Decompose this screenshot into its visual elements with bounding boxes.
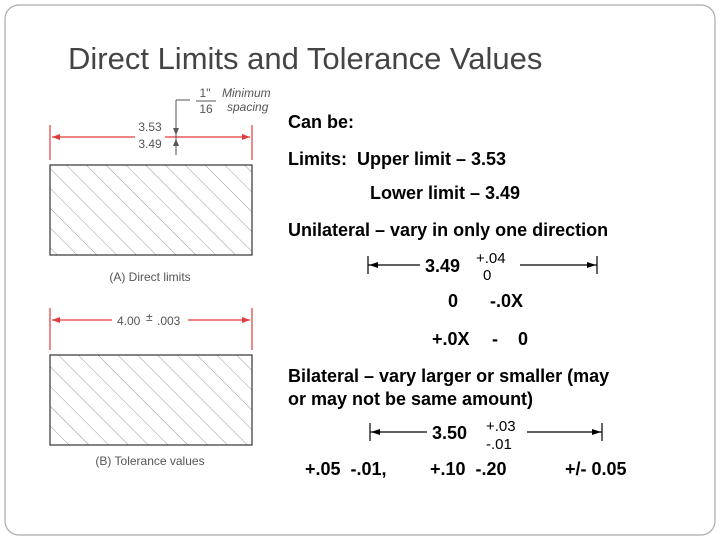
figure-b: 4.00 ± .003 (B) Tolerance values [49, 308, 253, 468]
text-line: Bilateral – vary larger or smaller (may [288, 366, 609, 386]
dimension: 4.00 [117, 314, 141, 328]
spacing-numerator: 1" [200, 86, 211, 100]
minus-tolerance: -.01 [486, 436, 512, 453]
base-value: 3.50 [432, 423, 467, 443]
caption: (A) Direct limits [109, 270, 190, 284]
spacing-denominator: 16 [199, 102, 213, 116]
text-line: Lower limit – 3.49 [370, 183, 520, 203]
upper-limit: 3.53 [138, 120, 162, 134]
part-rect [49, 354, 253, 446]
figure-a: 3.53 3.49 1" 16 Minimum spacing (A) Dire… [49, 86, 271, 284]
option: +.0X [432, 329, 470, 349]
bilateral-example: 3.50 +.03 -.01 [369, 418, 603, 453]
base-value: 3.49 [425, 256, 460, 276]
minus-tolerance: 0 [483, 267, 491, 284]
text-line: Unilateral – vary in only one direction [288, 220, 608, 240]
option: 0 [518, 329, 528, 349]
option: - [492, 329, 498, 349]
lower-limit: 3.49 [138, 137, 162, 151]
heading: Can be: [288, 112, 354, 132]
plus-minus: ± [146, 310, 153, 324]
arrow [52, 134, 60, 140]
option: -.0X [490, 291, 523, 311]
option: 0 [448, 291, 458, 311]
spacing-label: spacing [227, 100, 269, 114]
tolerance: .003 [157, 314, 181, 328]
arrow [242, 134, 250, 140]
option: +.10 -.20 [430, 459, 507, 479]
slide-title: Direct Limits and Tolerance Values [68, 41, 542, 76]
option: +/- 0.05 [565, 459, 627, 479]
caption: (B) Tolerance values [95, 454, 204, 468]
text-line: Limits: Upper limit – 3.53 [288, 149, 506, 169]
plus-tolerance: +.04 [476, 250, 506, 267]
option: +.05 -.01, [305, 459, 387, 479]
plus-tolerance: +.03 [486, 418, 516, 435]
spacing-label: Minimum [222, 86, 271, 100]
part-rect [49, 164, 253, 256]
unilateral-example: 3.49 +.04 0 [367, 250, 598, 284]
text-line: or may not be same amount) [288, 389, 533, 409]
